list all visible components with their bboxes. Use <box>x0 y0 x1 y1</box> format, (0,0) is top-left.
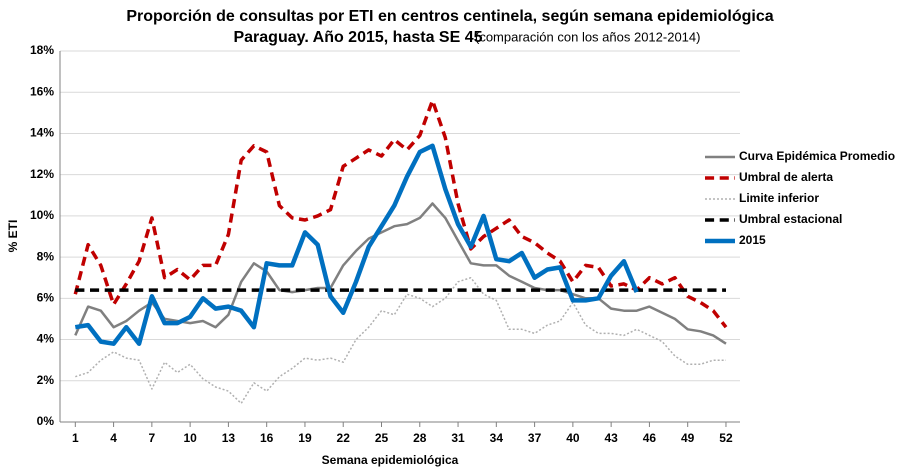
chart-title: Proporción de consultas por ETI en centr… <box>126 8 773 25</box>
x-tick-label: 40 <box>566 431 580 445</box>
x-tick-label: 10 <box>183 431 197 445</box>
x-tick-label: 31 <box>451 431 465 445</box>
series-line <box>75 276 726 405</box>
legend-label: Umbral estacional <box>739 212 842 226</box>
x-tick-label: 43 <box>604 431 618 445</box>
x-tick-label: 28 <box>413 431 427 445</box>
y-tick-label: 18% <box>30 43 54 57</box>
y-tick-label: 14% <box>30 126 54 140</box>
legend-label: Umbral de alerta <box>739 170 833 184</box>
legend-label: Limite inferior <box>739 191 819 205</box>
y-tick-label: 4% <box>37 332 55 346</box>
y-tick-label: 6% <box>37 291 55 305</box>
y-tick-label: 10% <box>30 208 54 222</box>
y-tick-label: 12% <box>30 167 54 181</box>
series-line <box>74 143 639 346</box>
y-tick-label: 2% <box>37 373 55 387</box>
x-tick-label: 1 <box>72 431 79 445</box>
x-tick-label: 16 <box>260 431 274 445</box>
x-tick-label: 37 <box>528 431 542 445</box>
chart-subtitle: Paraguay. Año 2015, hasta SE 45 <box>233 29 482 46</box>
x-tick-label: 4 <box>110 431 117 445</box>
y-tick-label: 0% <box>37 414 55 428</box>
x-tick-label: 25 <box>375 431 389 445</box>
y-tick-label: 16% <box>30 84 54 98</box>
x-tick-label: 7 <box>149 431 156 445</box>
x-tick-label: 46 <box>643 431 657 445</box>
x-axis-label: Semana epidemiológica <box>322 453 459 467</box>
y-tick-label: 8% <box>37 249 55 263</box>
x-tick-label: 52 <box>719 431 733 445</box>
x-tick-label: 34 <box>490 431 504 445</box>
x-tick-label: 49 <box>681 431 695 445</box>
x-tick-label: 19 <box>298 431 312 445</box>
x-tick-label: 13 <box>222 431 236 445</box>
legend-label: Curva Epidémica Promedio <box>739 149 895 163</box>
y-axis-label: % ETI <box>6 220 20 253</box>
series-line <box>73 98 728 329</box>
chart-annotation: (comparación con los años 2012-2014) <box>475 29 700 44</box>
x-tick-label: 22 <box>337 431 351 445</box>
legend-label: 2015 <box>739 233 766 247</box>
